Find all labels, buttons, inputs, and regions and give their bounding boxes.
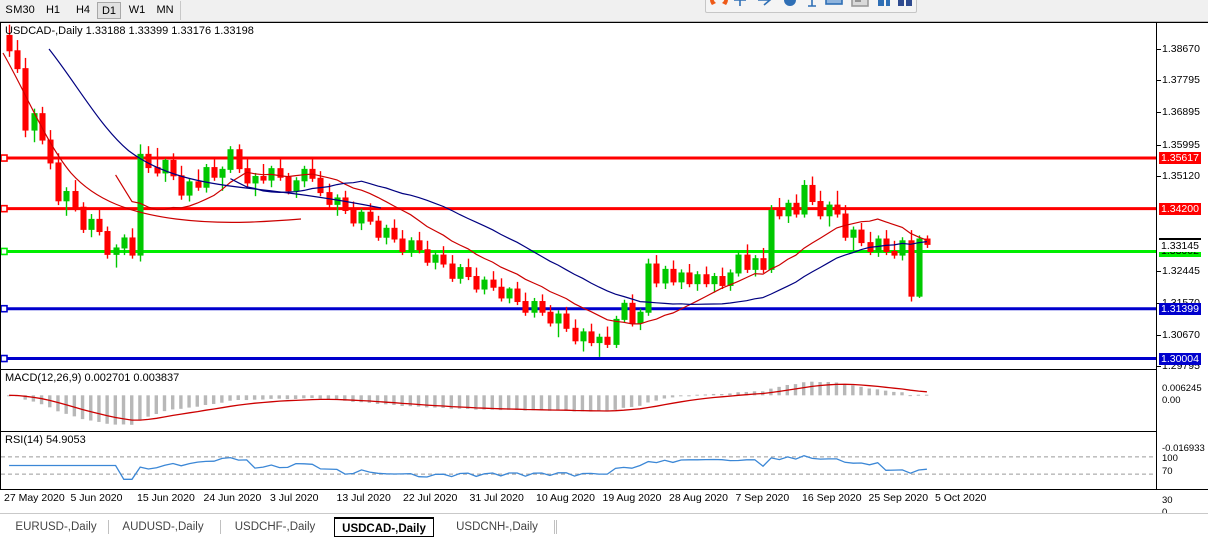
date-axis-label: 5 Oct 2020 <box>935 492 987 504</box>
symbol-tabs[interactable]: EURUSD-,Daily AUDUSD-,Daily USDCHF-,Daily U… <box>0 513 1208 540</box>
timeframe-h4[interactable]: H4 <box>75 4 91 16</box>
tab-usdcnh[interactable]: USDCNH-,Daily <box>456 521 538 533</box>
date-axis-label: 24 Jun 2020 <box>203 492 262 504</box>
rsi-chart-svg <box>1 455 1156 480</box>
timeframe-toolbar: S M30 H1 H4 D1 W1 MN <box>0 0 1208 22</box>
price-axis-label: 1.30670 <box>1162 328 1200 341</box>
tab-divider <box>556 520 557 534</box>
date-axis-label: 13 Jul 2020 <box>336 492 391 504</box>
chart-frame: USDCAD-,Daily 1.33188 1.33399 1.33176 1.… <box>0 22 1208 518</box>
timeframe-s[interactable]: S <box>5 4 13 16</box>
price-axis[interactable]: 1.38670 1.37795 1.36895 1.35995 1.35120 1.324… <box>1156 23 1208 518</box>
timeframe-m30[interactable]: M30 <box>13 4 35 16</box>
toolbar-divider <box>180 1 181 20</box>
date-axis-label: 27 May 2020 <box>4 492 65 504</box>
tab-divider <box>108 520 109 534</box>
macd-header: MACD(12,26,9) 0.002701 0.003837 <box>5 372 180 384</box>
price-chart-svg <box>1 24 1156 363</box>
price-axis-label: 1.36895 <box>1162 106 1200 119</box>
date-axis-label: 10 Aug 2020 <box>536 492 595 504</box>
tab-eurusd[interactable]: EURUSD-,Daily <box>15 521 97 533</box>
tab-usdcad[interactable]: USDCAD-,Daily <box>334 517 434 537</box>
axis-tick <box>1157 80 1161 82</box>
rsi-axis-label: 100 <box>1162 453 1178 464</box>
macd-axis-label: -0.016933 <box>1162 443 1205 454</box>
date-axis: 27 May 2020 5 Jun 2020 15 Jun 2020 24 Jun 2… <box>0 492 1208 510</box>
axis-tick <box>1157 366 1161 367</box>
macd-chart-svg <box>7 381 929 425</box>
timeframe-h1[interactable]: H1 <box>45 4 61 16</box>
price-axis-label: 1.32445 <box>1162 265 1200 278</box>
axis-tick <box>1157 49 1161 50</box>
rsi-axis-label: 0 <box>1162 507 1167 518</box>
price-level-label[interactable]: 1.31399 <box>1159 302 1201 315</box>
date-axis-label: 7 Sep 2020 <box>735 492 790 504</box>
timeframe-w1[interactable]: W1 <box>128 4 146 16</box>
timeframe-mn[interactable]: MN <box>156 4 174 16</box>
axis-tick <box>1157 112 1161 114</box>
rsi-header: RSI(14) 54.9053 <box>5 434 86 446</box>
tab-divider <box>554 520 555 534</box>
price-axis-label: 1.35995 <box>1162 138 1200 151</box>
date-axis-label: 15 Jun 2020 <box>137 492 195 504</box>
axis-tick <box>1157 175 1161 177</box>
date-axis-label: 31 Jul 2020 <box>469 492 524 504</box>
price-axis-label: 1.35120 <box>1162 169 1200 182</box>
date-axis-label: 16 Sep 2020 <box>802 492 862 504</box>
tab-usdchf[interactable]: USDCHF-,Daily <box>234 521 316 533</box>
macd-axis-label: 0.00 <box>1162 395 1181 406</box>
date-axis-label: 5 Jun 2020 <box>70 492 123 504</box>
price-level-label[interactable]: 1.30004 <box>1159 352 1201 365</box>
tab-divider <box>220 520 221 534</box>
date-axis-label: 3 Jul 2020 <box>270 492 319 504</box>
price-level-label[interactable]: 1.34200 <box>1159 202 1201 215</box>
rsi-axis-label: 30 <box>1162 495 1173 506</box>
price-pane[interactable]: USDCAD-,Daily 1.33188 1.33399 1.33176 1.… <box>1 23 1156 366</box>
axis-tick <box>1157 271 1161 273</box>
price-level-label[interactable]: 1.33145 <box>1159 240 1201 253</box>
date-axis-label: 28 Aug 2020 <box>669 492 728 504</box>
drawing-tools-strip[interactable] <box>705 0 917 13</box>
price-axis-label: 1.37795 <box>1162 74 1200 87</box>
date-axis-label: 25 Sep 2020 <box>868 492 929 504</box>
timeframe-d1[interactable]: D1 <box>97 2 121 19</box>
rsi-axis-label: 70 <box>1162 466 1173 477</box>
axis-tick <box>1157 334 1161 336</box>
axis-tick <box>1157 144 1161 146</box>
macd-axis-label: 0.006245 <box>1162 383 1202 394</box>
price-axis-label: 1.38670 <box>1162 43 1200 55</box>
tab-audusd[interactable]: AUDUSD-,Daily <box>122 521 204 533</box>
date-axis-label: 22 Jul 2020 <box>403 492 458 504</box>
date-axis-label: 19 Aug 2020 <box>602 492 662 504</box>
price-level-label[interactable]: 1.35617 <box>1159 152 1201 165</box>
rsi-pane[interactable]: RSI(14) 54.9053 <box>1 431 1156 490</box>
macd-pane[interactable]: MACD(12,26,9) 0.002701 0.003837 <box>1 369 1156 431</box>
symbol-header: USDCAD-,Daily 1.33188 1.33399 1.33176 1.… <box>5 25 254 37</box>
toolbar-icons <box>710 0 912 7</box>
